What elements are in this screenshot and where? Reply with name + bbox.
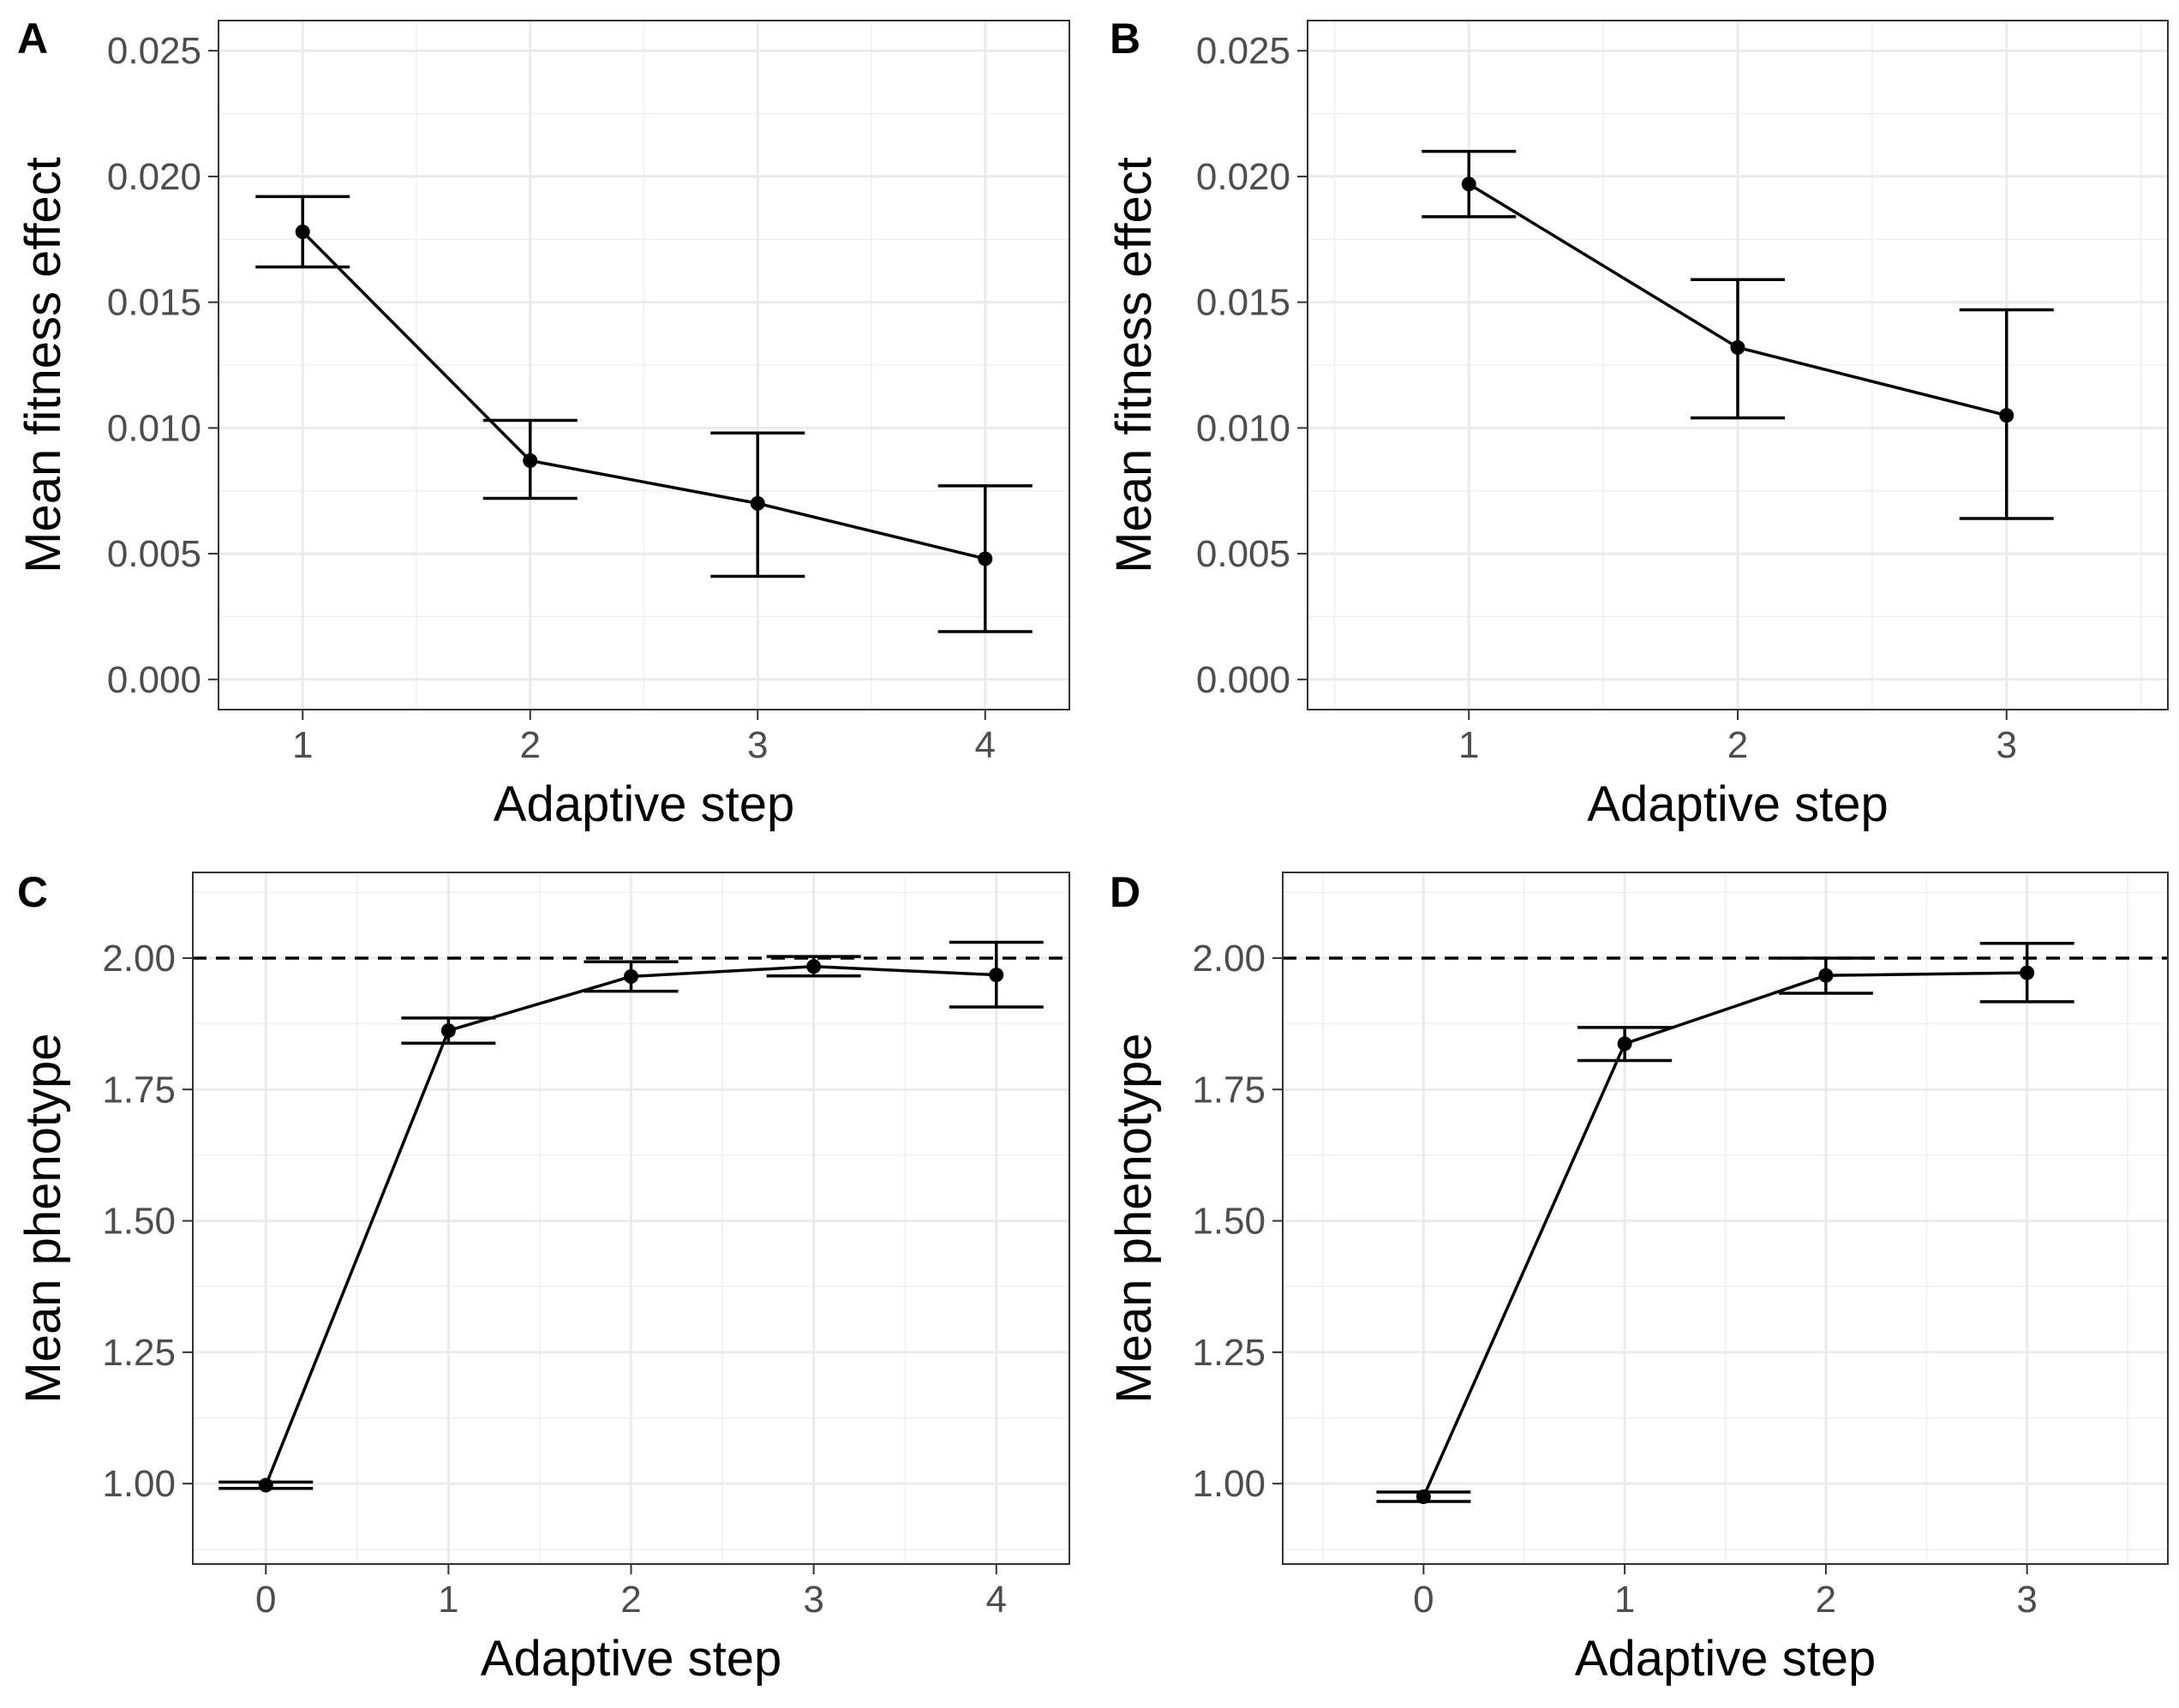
x-tick-label: 3 [2016, 1579, 2037, 1621]
data-point [750, 495, 765, 511]
x-tick-label: 0 [255, 1579, 276, 1621]
x-axis-title: Adaptive step [494, 776, 794, 832]
y-tick-label: 0.000 [107, 659, 201, 701]
y-tick-label: 0.020 [1196, 156, 1290, 198]
panel-letter: B [1110, 15, 1140, 63]
x-tick-label: 2 [620, 1579, 641, 1621]
y-tick-label: 0.015 [1196, 282, 1290, 324]
y-tick-label: 0.020 [107, 156, 201, 198]
x-tick-label: 1 [1458, 724, 1479, 766]
y-tick-label: 1.50 [1192, 1201, 1266, 1243]
data-point [1461, 177, 1476, 192]
data-point [1999, 408, 2014, 423]
x-tick-label: 2 [1727, 724, 1748, 766]
y-tick-label: 1.00 [1192, 1463, 1266, 1505]
x-tick-label: 3 [1996, 724, 2017, 766]
data-point [806, 959, 822, 974]
x-tick-label: 1 [1614, 1579, 1635, 1621]
data-point [989, 968, 1004, 983]
y-tick-label: 1.00 [102, 1463, 176, 1505]
chart-panel-b: 0.000 0.005 0.010 0.015 0.020 0.025 1 2 3 Adaptiv… [1106, 15, 2169, 832]
x-tick-label: 2 [1816, 1579, 1836, 1621]
y-axis-title: Mean phenotype [1106, 1033, 1162, 1403]
x-tick-label: 0 [1413, 1579, 1434, 1621]
panel-border [218, 20, 1070, 710]
panel-letter: D [1110, 868, 1140, 916]
y-axis-title: Mean phenotype [15, 1033, 71, 1403]
y-tick-label: 1.75 [1192, 1069, 1266, 1111]
x-tick-label: 2 [520, 724, 541, 766]
chart-panel-a: 0.000 0.005 0.010 0.015 0.020 0.025 1 2 3 4 Adapti… [15, 15, 1070, 832]
data-point [295, 224, 310, 239]
y-axis-title: Mean fitness effect [1106, 157, 1162, 573]
x-tick-label: 4 [975, 724, 996, 766]
x-tick-label: 1 [292, 724, 313, 766]
y-tick-label: 2.00 [102, 938, 176, 980]
y-tick-label: 2.00 [1192, 938, 1266, 980]
data-point [978, 551, 993, 566]
y-tick-label: 1.50 [102, 1201, 176, 1243]
panel-letter: A [17, 15, 48, 63]
data-point [440, 1023, 456, 1039]
x-tick-label: 1 [438, 1579, 458, 1621]
y-tick-label: 0.025 [107, 30, 201, 72]
y-axis-title: Mean fitness effect [15, 157, 71, 573]
y-tick-label: 1.25 [1192, 1332, 1266, 1374]
data-point [1818, 968, 1834, 983]
series-line [1422, 971, 2027, 1498]
y-tick-label: 1.25 [102, 1332, 176, 1374]
chart-panel-d: 1.00 1.25 1.50 1.75 2.00 0 1 2 3 Adaptive step Mea… [1106, 868, 2169, 1687]
panel-border [1282, 872, 2169, 1565]
x-axis-title: Adaptive step [1575, 1631, 1876, 1687]
data-point [1416, 1489, 1431, 1505]
chart-panel-c: 1.00 1.25 1.50 1.75 2.00 0 1 2 3 4 Adaptive step Me… [15, 868, 1070, 1687]
data-point [523, 453, 538, 469]
data-point [2020, 965, 2035, 980]
y-tick-label: 0.015 [107, 282, 201, 324]
y-tick-label: 0.005 [107, 533, 201, 575]
x-tick-label: 3 [747, 724, 768, 766]
x-tick-label: 3 [803, 1579, 823, 1621]
data-point [1617, 1036, 1632, 1052]
y-tick-label: 0.005 [1196, 533, 1290, 575]
y-tick-label: 0.000 [1196, 659, 1290, 701]
x-tick-label: 4 [986, 1579, 1007, 1621]
data-point [624, 968, 638, 984]
panel-letter: C [17, 868, 48, 916]
series-line [301, 231, 986, 560]
y-tick-label: 0.010 [1196, 407, 1290, 449]
y-tick-label: 0.025 [1196, 30, 1290, 72]
x-axis-title: Adaptive step [481, 1631, 781, 1687]
y-tick-label: 1.75 [102, 1069, 176, 1111]
data-point [1730, 339, 1745, 355]
x-axis-title: Adaptive step [1587, 776, 1888, 832]
y-tick-label: 0.010 [107, 407, 201, 449]
data-point [258, 1477, 273, 1493]
